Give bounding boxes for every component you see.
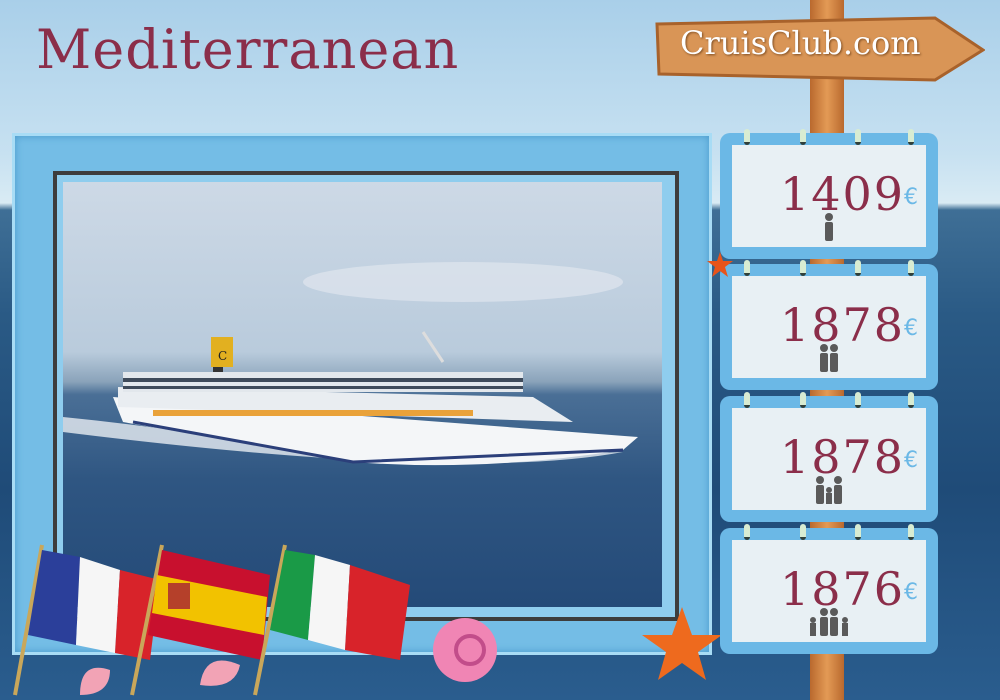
page-title: Mediterranean: [36, 18, 460, 81]
cruise-ship-photo: C: [63, 182, 662, 607]
couple-icon: [732, 342, 926, 376]
small-starfish-icon: [707, 252, 733, 277]
euro-icon: €: [904, 448, 918, 473]
price-amount: 1878: [780, 430, 906, 484]
family-icon: [732, 606, 926, 640]
adult-child-icon: [732, 474, 926, 508]
scallop-shell-icon: [200, 660, 240, 686]
cruise-ship: C: [63, 262, 638, 466]
funnel-logo: C: [218, 349, 227, 363]
france-flag: [13, 544, 160, 696]
signpost-arrow: [655, 16, 985, 82]
starfish-icon: [642, 607, 720, 680]
price-amount: 1409: [780, 167, 906, 221]
spain-flag: [130, 544, 270, 696]
brand-name: CruisClub.com: [680, 24, 921, 62]
price-card-single: 1409 €: [720, 129, 938, 259]
price-amount: 1876: [780, 562, 906, 616]
price-card-adult-child: 1878 €: [720, 392, 938, 522]
price-card-family: 1876 €: [720, 524, 938, 654]
euro-icon: €: [904, 185, 918, 210]
decorations: [13, 544, 720, 696]
euro-icon: €: [904, 316, 918, 341]
italy-flag: [253, 544, 410, 696]
scallop-shell-icon: [80, 667, 110, 695]
seashell-icon: [433, 618, 497, 682]
single-person-icon: [732, 211, 926, 245]
euro-icon: €: [904, 580, 918, 605]
price-card-couple: 1878 €: [720, 260, 938, 390]
price-amount: 1878: [780, 298, 906, 352]
